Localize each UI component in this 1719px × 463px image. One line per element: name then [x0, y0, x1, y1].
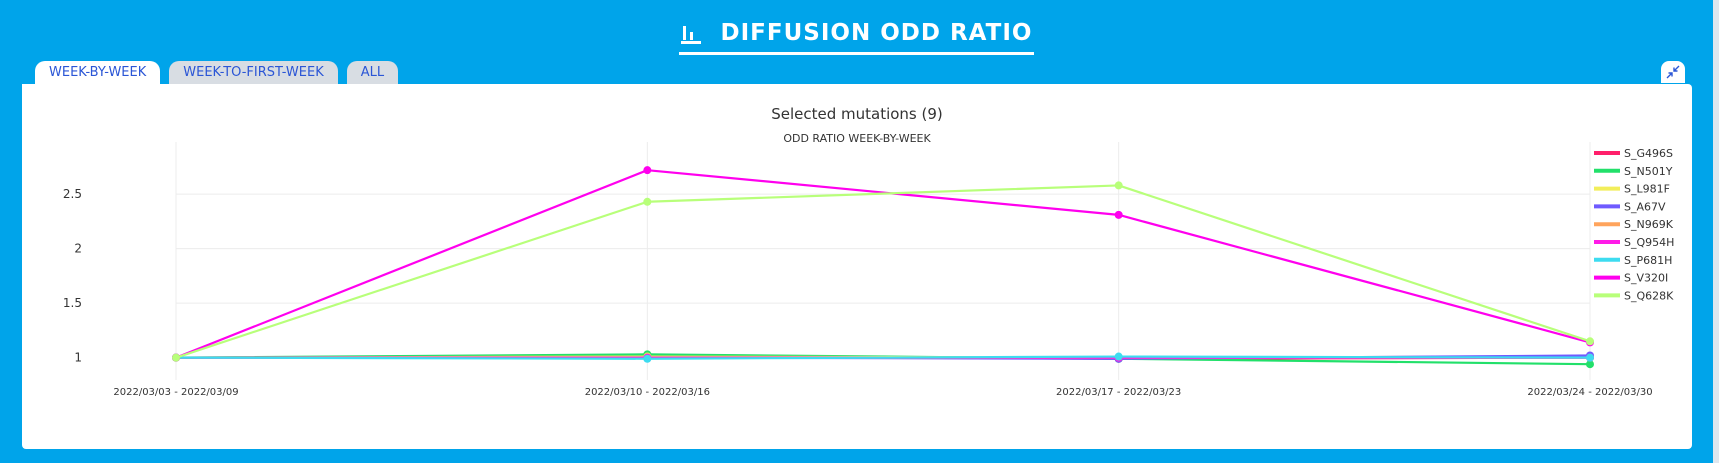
legend-label: S_P681H	[1624, 254, 1672, 267]
series-line-s_v320i	[175, 169, 1591, 359]
page-title: DIFFUSION ODD RATIO	[720, 20, 1033, 46]
chart-panel: Selected mutations (9) ODD RATIO WEEK-BY…	[22, 84, 1692, 449]
data-point	[1114, 181, 1123, 190]
x-tick-label: 2022/03/24 - 2022/03/30	[1527, 387, 1652, 398]
y-tick-label: 2.5	[63, 187, 82, 201]
tab-bar: WEEK-BY-WEEK WEEK-TO-FIRST-WEEK ALL	[35, 61, 399, 85]
data-point	[1586, 360, 1594, 369]
legend-label: S_Q628K	[1624, 289, 1674, 302]
data-point	[643, 197, 652, 206]
x-tick-label: 2022/03/10 - 2022/03/16	[585, 387, 710, 398]
series-line-s_q628k	[175, 184, 1591, 359]
x-tick-label: 2022/03/03 - 2022/03/09	[113, 387, 238, 398]
collapse-button[interactable]	[1661, 61, 1685, 83]
data-point	[1586, 353, 1594, 362]
x-tick-label: 2022/03/17 - 2022/03/23	[1056, 387, 1181, 398]
y-tick-label: 1.5	[63, 296, 82, 310]
legend-label: S_G496S	[1624, 147, 1673, 160]
tab-all[interactable]: ALL	[346, 61, 399, 85]
data-point	[172, 353, 180, 362]
bar-chart-icon	[680, 26, 701, 44]
chart-subtitle: ODD RATIO WEEK-BY-WEEK	[783, 132, 931, 145]
data-point	[1114, 210, 1123, 219]
line-chart: 1 1.5 2 2.5 2022/03/03 - 2022/03/09 2022/03/1…	[63, 142, 1674, 398]
legend-label: S_N969K	[1624, 218, 1674, 231]
data-point	[1586, 337, 1594, 346]
legend-label: S_V320I	[1624, 272, 1668, 285]
collapse-arrows-icon	[1666, 65, 1680, 79]
y-tick-label: 2	[74, 242, 82, 256]
page-header: DIFFUSION ODD RATIO	[0, 20, 1713, 60]
legend-label: S_L981F	[1624, 183, 1670, 196]
tab-week-by-week[interactable]: WEEK-BY-WEEK	[35, 61, 161, 85]
legend-label: S_A67V	[1624, 200, 1666, 213]
chart-title: Selected mutations (9)	[771, 105, 943, 123]
data-point	[643, 354, 652, 363]
tab-week-to-first-week[interactable]: WEEK-TO-FIRST-WEEK	[169, 61, 338, 85]
page-title-container: DIFFUSION ODD RATIO	[678, 20, 1035, 55]
data-point	[643, 166, 652, 175]
y-tick-label: 1	[74, 351, 82, 365]
legend-label: S_Q954H	[1624, 236, 1674, 249]
legend-label: S_N501Y	[1624, 165, 1673, 178]
series-line-s_p681h	[175, 355, 1591, 360]
data-point	[1114, 352, 1123, 361]
